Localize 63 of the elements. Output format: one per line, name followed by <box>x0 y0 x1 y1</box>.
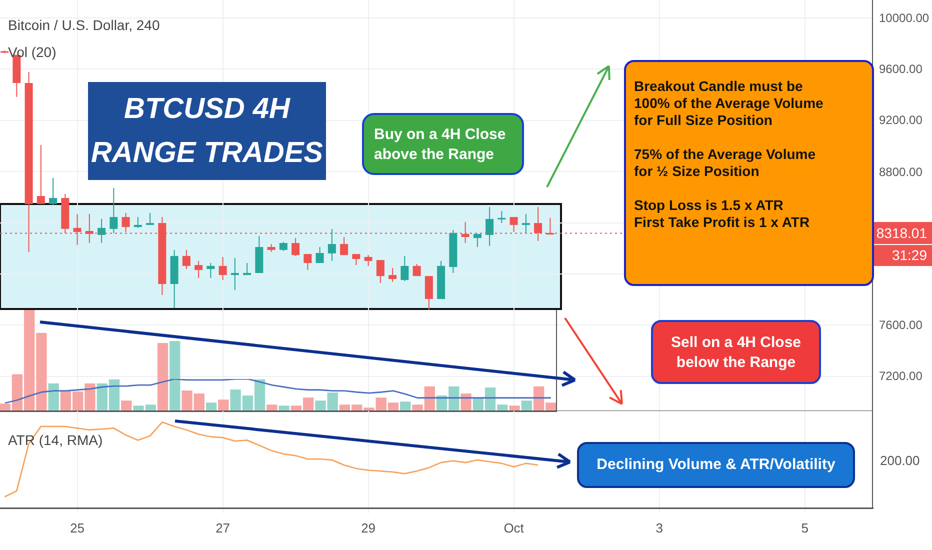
callout-box: 31:29 <box>874 245 932 266</box>
bar <box>170 340 180 411</box>
candlestick <box>206 262 215 278</box>
candlestick <box>376 260 384 284</box>
y-tick-label: 8800.00 <box>879 164 922 180</box>
callout-box: Sell on a 4H Close below the Range <box>651 320 821 384</box>
chart-title: Vol (20) <box>8 44 56 60</box>
candlestick <box>486 206 494 246</box>
x-tick-label: 25 <box>70 520 85 536</box>
bar <box>266 404 278 411</box>
candlestick <box>49 177 58 206</box>
candlestick <box>243 262 252 276</box>
y-tick-label: 10000.00 <box>879 10 930 26</box>
candlestick <box>134 216 142 228</box>
y-tick-label: 9200.00 <box>879 112 922 128</box>
candlestick <box>316 246 324 264</box>
candlestick <box>473 233 482 248</box>
candlestick <box>522 213 530 234</box>
candlestick <box>218 256 227 281</box>
candlestick <box>146 212 154 226</box>
x-tick-label: 5 <box>801 520 808 536</box>
bar <box>400 402 411 411</box>
candlestick <box>98 218 106 244</box>
candlestick <box>352 254 360 266</box>
candlestick <box>400 255 409 282</box>
candlestick <box>182 249 190 270</box>
bar <box>509 406 520 411</box>
bar <box>157 343 168 411</box>
x-tick-label: Oct <box>504 520 524 536</box>
text: 200.00 <box>880 453 920 468</box>
candlestick <box>424 276 433 310</box>
candlestick <box>364 254 372 266</box>
candlestick <box>230 257 239 291</box>
bar <box>206 402 217 411</box>
bar <box>218 400 229 411</box>
bar <box>278 406 290 411</box>
candlestick <box>36 144 45 204</box>
ref-line-label: 8318.01 <box>874 222 932 244</box>
bar <box>48 383 59 411</box>
candlestick <box>292 238 300 256</box>
text: Bitcoin / U.S. Dollar, 240 <box>8 17 160 33</box>
candlestick <box>510 216 518 233</box>
bar <box>121 400 132 411</box>
candlestick <box>304 254 312 271</box>
callout-box: Declining Volume & ATR/Volatility <box>577 442 855 488</box>
x-tick-label: 3 <box>656 520 663 536</box>
candlestick <box>194 260 203 278</box>
y-tick-label: 9600.00 <box>879 61 922 78</box>
x-tick-label: 27 <box>216 520 230 536</box>
y-tick-label: 7600.00 <box>879 317 922 334</box>
bar <box>460 394 472 411</box>
candlestick <box>412 264 421 277</box>
callout-box: Buy on a 4H Close above the Range <box>362 113 524 175</box>
bar <box>521 400 532 411</box>
y-tick-label: 7200.00 <box>879 368 922 384</box>
candlestick <box>328 228 336 262</box>
candlestick <box>498 210 506 224</box>
callout-box: BTCUSD 4H RANGE TRADES <box>88 82 326 180</box>
x-tick-label: 29 <box>361 520 376 536</box>
candlestick <box>110 187 118 234</box>
candlestick <box>340 236 348 256</box>
candlestick <box>388 267 397 282</box>
callout-box: Breakout Candle must be 100% of the Average Volume for Full Size Position 75% of the Average Volume for ½ Size Position Stop Loss is 1.5 x ATR First Take Profit is 1 x ATR <box>624 60 874 286</box>
